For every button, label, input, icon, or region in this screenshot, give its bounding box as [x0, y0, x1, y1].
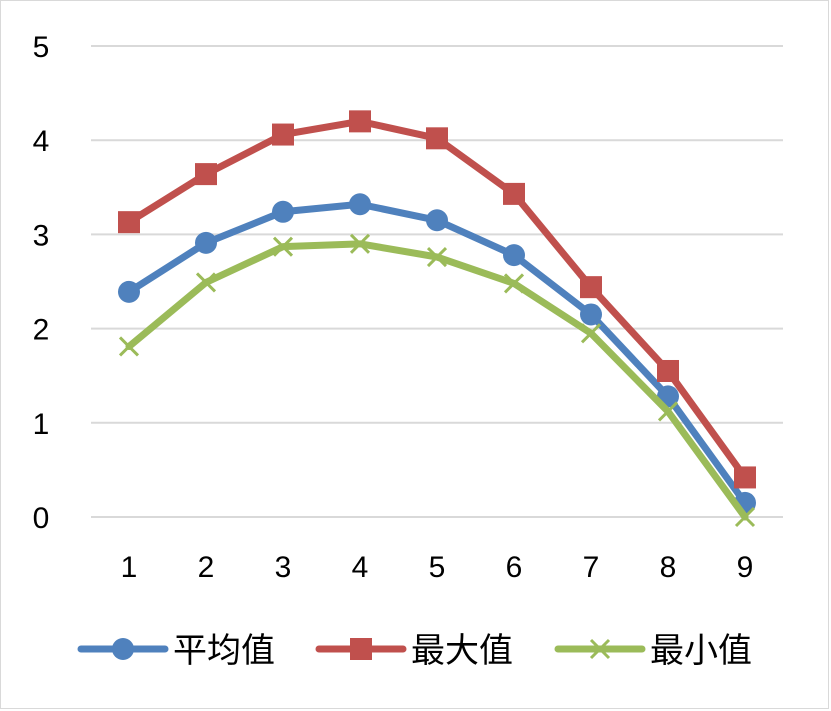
- series-line: [125, 117, 749, 481]
- data-point: [118, 280, 140, 303]
- x-axis-ticks: 1 2 3 4 5 6 7 8 9: [121, 551, 754, 584]
- y-tick-label: 4: [33, 125, 50, 158]
- series-group: [118, 110, 756, 528]
- series-3: [118, 233, 756, 528]
- legend-label: 最大值: [411, 631, 513, 671]
- x-tick-label: 6: [506, 551, 523, 584]
- x-tick-label: 9: [737, 551, 754, 584]
- legend-item: 最大值: [315, 631, 513, 671]
- y-tick-label: 5: [33, 31, 50, 64]
- legend-label: 最小值: [650, 631, 752, 671]
- data-point: [195, 231, 217, 254]
- y-tick-label: 0: [33, 502, 50, 535]
- y-axis-ticks: 0 1 2 3 4 5: [33, 31, 50, 535]
- data-point: [272, 200, 294, 223]
- data-point: [734, 506, 756, 528]
- data-point: [272, 123, 294, 146]
- data-point: [349, 110, 371, 133]
- y-tick-label: 3: [33, 219, 50, 252]
- y-tick-label: 1: [33, 408, 50, 441]
- data-point: [657, 401, 679, 422]
- data-point: [580, 276, 602, 299]
- data-point: [580, 303, 602, 326]
- x-tick-label: 3: [275, 551, 292, 584]
- data-point: [195, 272, 217, 293]
- data-point: [657, 359, 679, 382]
- legend: 平均值 最大值 最小值: [77, 631, 752, 671]
- series-2: [118, 110, 756, 489]
- data-point: [426, 209, 448, 232]
- legend-item: 最小值: [554, 631, 752, 671]
- data-point: [349, 193, 371, 216]
- data-point: [118, 336, 140, 357]
- x-tick-label: 5: [429, 551, 446, 584]
- series-1: [118, 193, 756, 514]
- data-point: [503, 273, 525, 294]
- x-tick-label: 2: [198, 551, 215, 584]
- x-tick-label: 4: [352, 551, 369, 584]
- x-tick-label: 1: [121, 551, 138, 584]
- x-tick-label: 7: [583, 551, 600, 584]
- data-point: [426, 246, 448, 268]
- data-point: [734, 466, 756, 489]
- legend-marker: [589, 638, 611, 660]
- legend-marker: [350, 638, 372, 660]
- data-point: [272, 236, 294, 257]
- data-point: [503, 244, 525, 267]
- legend-item: 平均值: [77, 631, 275, 671]
- data-point: [118, 211, 140, 234]
- legend-marker: [112, 638, 134, 660]
- data-point: [503, 182, 525, 205]
- y-tick-label: 2: [33, 314, 50, 347]
- x-tick-label: 8: [660, 551, 677, 584]
- legend-label: 平均值: [173, 631, 275, 671]
- data-point: [426, 127, 448, 150]
- data-point: [195, 163, 217, 186]
- data-point: [349, 233, 371, 254]
- gridlines: [91, 45, 783, 518]
- data-point: [580, 323, 602, 344]
